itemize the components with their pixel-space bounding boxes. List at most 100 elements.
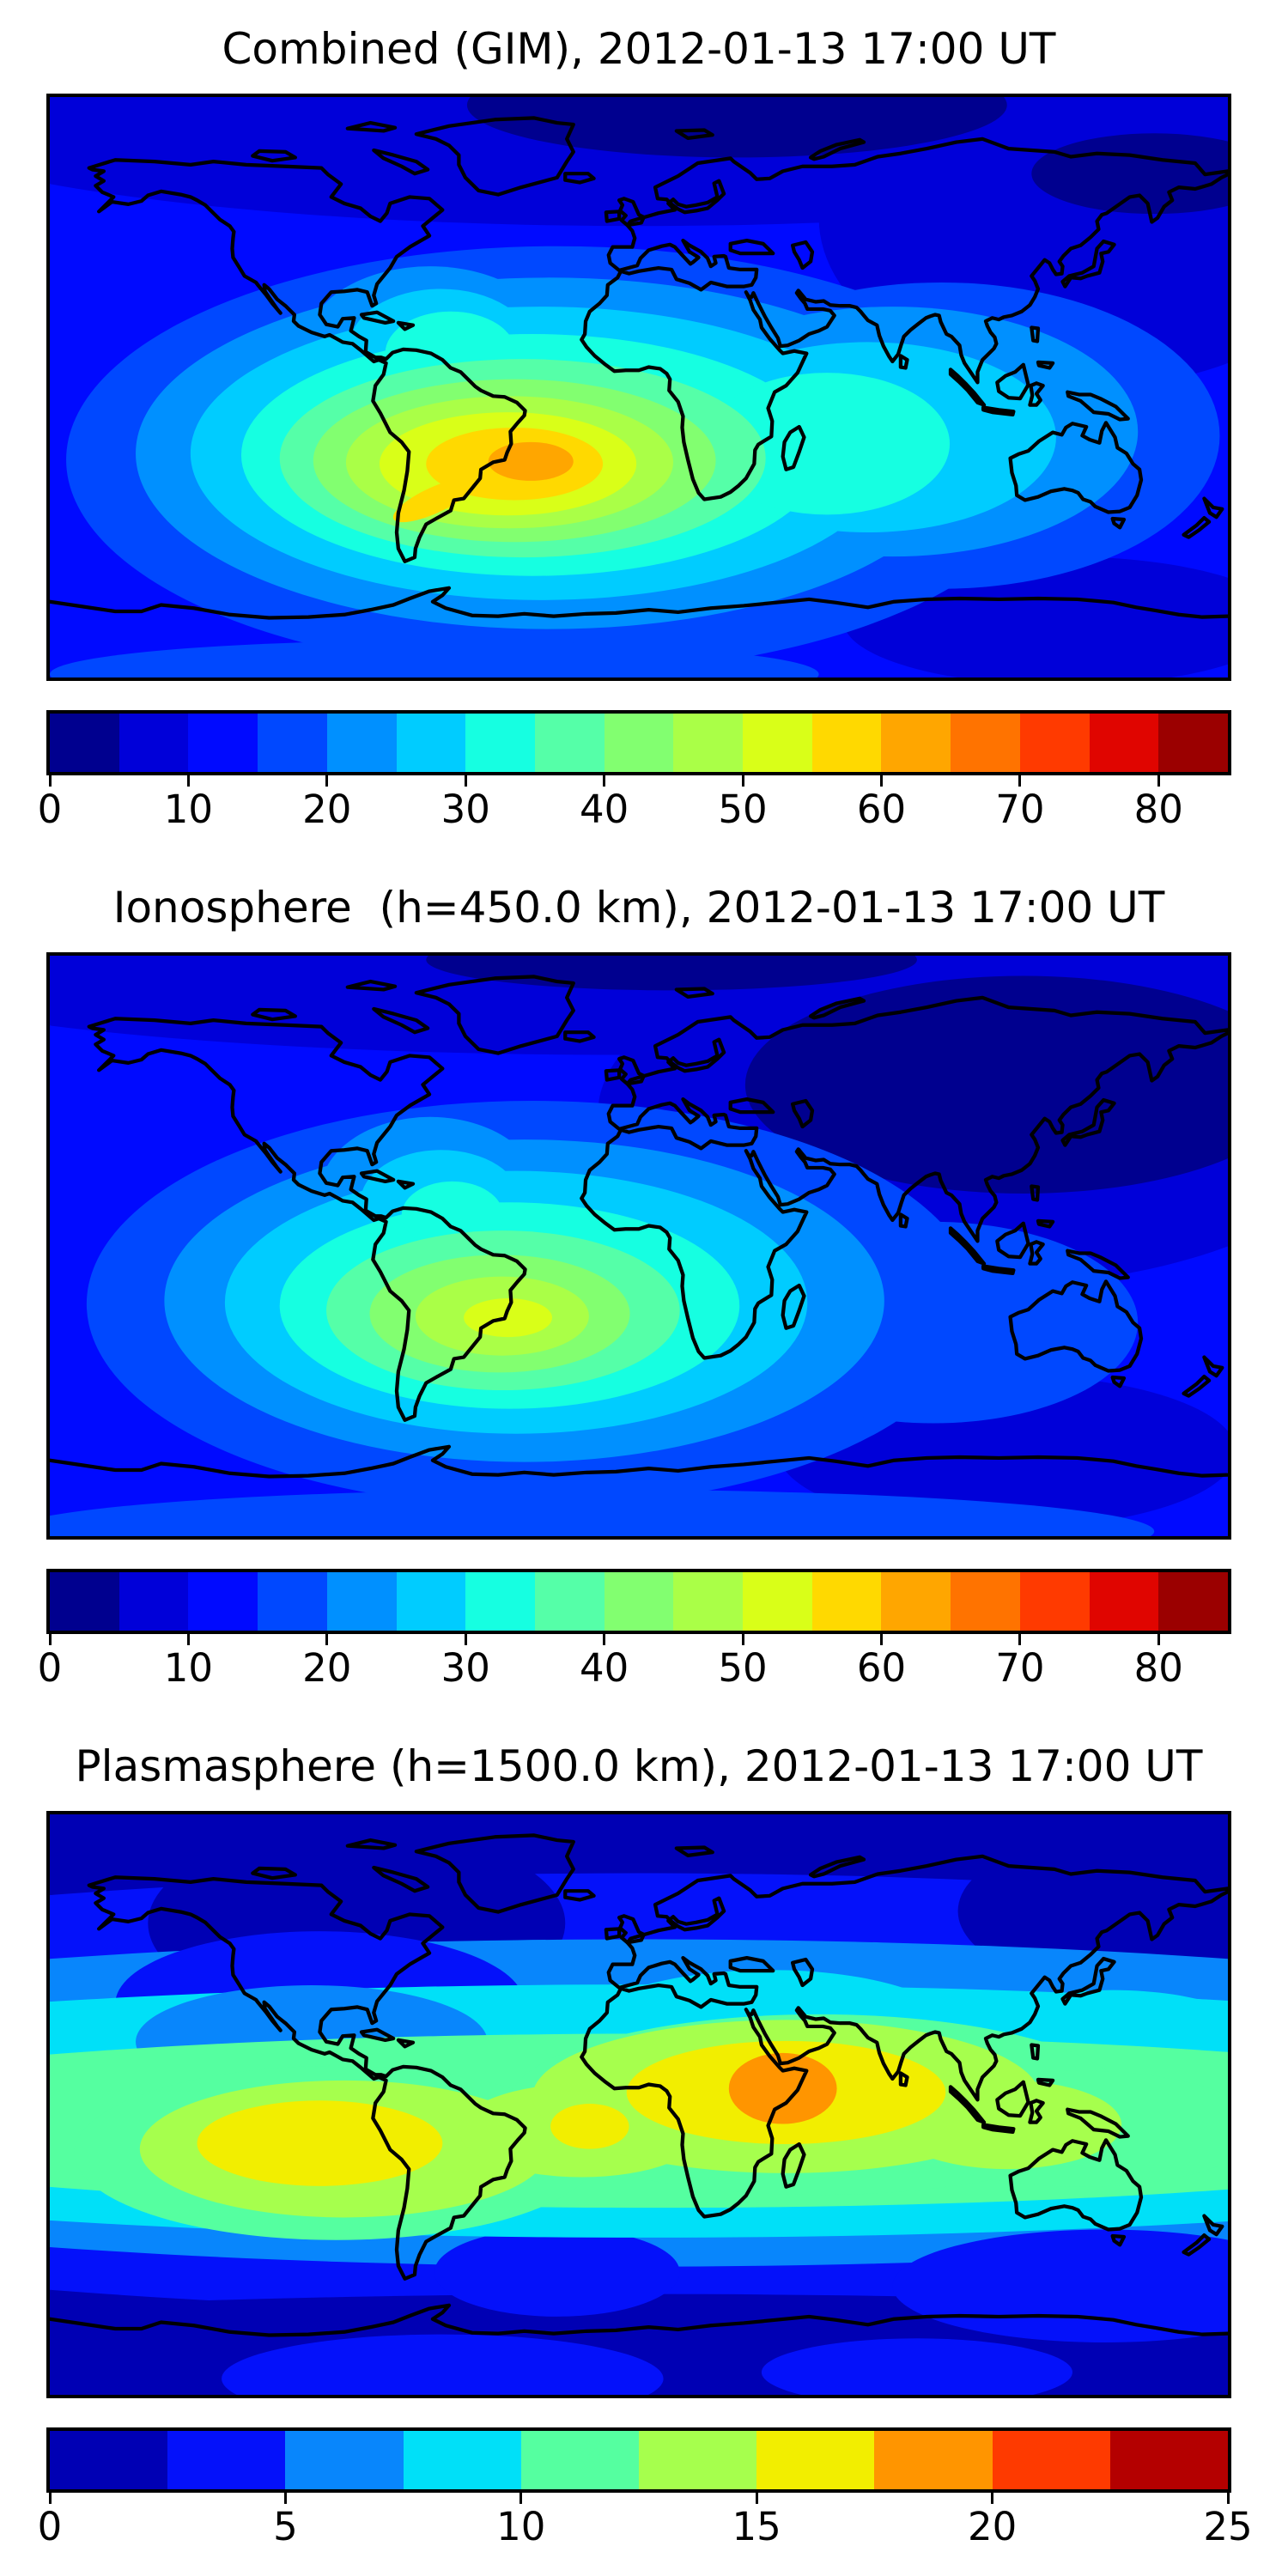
coast-nz-north bbox=[1202, 496, 1224, 519]
colorbar-tick bbox=[1226, 2493, 1230, 2504]
colorbar-segment bbox=[951, 1572, 1020, 1631]
coast-java bbox=[981, 1264, 1016, 1276]
coast-nz-south bbox=[1182, 1374, 1212, 1398]
colorbar-tick bbox=[283, 2493, 287, 2504]
colorbar-tick-label: 40 bbox=[580, 787, 629, 832]
coast-australia bbox=[1008, 1279, 1144, 1373]
colorbar-segment bbox=[188, 1572, 258, 1631]
colorbar-segment bbox=[604, 714, 674, 772]
colorbar-segment bbox=[811, 714, 882, 772]
colorbar-tick bbox=[464, 775, 467, 787]
coast-eurasia-africa bbox=[580, 137, 1228, 501]
colorbar-tick bbox=[603, 1634, 606, 1645]
colorbar-segment bbox=[403, 2431, 521, 2489]
coast-tasmania bbox=[1110, 2233, 1127, 2247]
colorbar-tick bbox=[1018, 775, 1022, 787]
colorbar-segment bbox=[326, 714, 397, 772]
colorbar-segment bbox=[881, 1572, 951, 1631]
coast-sri-lanka bbox=[898, 1212, 909, 1229]
colorbar-segment bbox=[118, 714, 189, 772]
coast-luzon bbox=[1030, 325, 1041, 343]
coast-luzon bbox=[1030, 1184, 1041, 1202]
colorbar-tick bbox=[186, 1634, 190, 1645]
colorbar-segment bbox=[326, 1572, 397, 1631]
coast-novaya-zemlya bbox=[808, 1855, 866, 1879]
colorbar-tick bbox=[48, 2493, 52, 2504]
coast-sri-lanka bbox=[898, 354, 909, 370]
colorbar-tick bbox=[755, 2493, 758, 2504]
colorbar-tick-label: 20 bbox=[967, 2504, 1018, 2549]
colorbar-tick-label: 80 bbox=[1133, 787, 1183, 832]
coast-black-sea bbox=[728, 1956, 775, 1973]
coastlines-layer bbox=[50, 1833, 1228, 2337]
coast-cuba bbox=[359, 310, 396, 325]
coast-novaya-zemlya bbox=[808, 137, 866, 161]
colorbar-tick bbox=[48, 775, 52, 787]
colorbar-axis-ionosphere: 0 10 20 30 40 50 60 70 80 bbox=[38, 1634, 1228, 1707]
colorbar-segment bbox=[992, 2431, 1110, 2489]
coast-ellesmere bbox=[345, 120, 398, 133]
colorbar-tick-label: 10 bbox=[496, 2504, 546, 2549]
coast-hispaniola bbox=[396, 320, 416, 331]
coast-greenland bbox=[414, 975, 575, 1055]
coast-cuba bbox=[359, 2027, 396, 2043]
coast-sumatra bbox=[948, 1226, 987, 1266]
colorbar-segment bbox=[673, 714, 744, 772]
coast-nz-north bbox=[1202, 2214, 1224, 2237]
coast-sulawesi bbox=[1028, 381, 1045, 407]
colorbar-tick bbox=[741, 1634, 744, 1645]
panel-title: Ionosphere (h=450.0 km), 2012-01-13 17:0… bbox=[112, 883, 1165, 933]
colorbar-tick-label: 50 bbox=[718, 1645, 768, 1691]
colorbar-tick bbox=[1157, 775, 1160, 787]
coast-victoria-island bbox=[251, 149, 297, 163]
coast-uk bbox=[617, 1914, 646, 1945]
colorbar-tick-label: 30 bbox=[440, 787, 490, 832]
coast-australia bbox=[1008, 2138, 1144, 2232]
colorbar-segment bbox=[874, 2431, 993, 2489]
colorbar-segment bbox=[396, 1572, 466, 1631]
coast-svalbard bbox=[674, 128, 714, 140]
coast-new-guinea bbox=[1066, 390, 1130, 422]
coast-sri-lanka bbox=[898, 2071, 909, 2087]
colorbar-segment bbox=[258, 1572, 327, 1631]
coast-new-guinea bbox=[1066, 2107, 1130, 2139]
coast-americas bbox=[87, 1875, 527, 2281]
coast-black-sea bbox=[728, 239, 775, 256]
colorbar-tick bbox=[325, 1634, 329, 1645]
coast-svalbard bbox=[674, 987, 714, 999]
colorbar-tick bbox=[879, 775, 883, 787]
coast-novaya-zemlya bbox=[808, 996, 866, 1020]
contour-map-svg bbox=[50, 1814, 1228, 2395]
coast-antarctica bbox=[50, 2303, 1228, 2337]
coast-luzon bbox=[1030, 2043, 1041, 2061]
coast-ireland bbox=[604, 210, 622, 223]
contour-map-svg bbox=[50, 97, 1228, 677]
contour-fill-layer bbox=[50, 1814, 1228, 2395]
colorbar-tick-label: 10 bbox=[163, 787, 214, 832]
colorbar-combined bbox=[46, 710, 1231, 775]
coast-baffin bbox=[372, 148, 430, 176]
coast-nz-north bbox=[1202, 1355, 1224, 1378]
contour-fill-layer bbox=[50, 956, 1228, 1536]
coast-sulawesi bbox=[1028, 1240, 1045, 1266]
colorbar-tick-label: 30 bbox=[440, 1645, 490, 1691]
colorbar-segment bbox=[811, 1572, 882, 1631]
coast-hispaniola bbox=[396, 2038, 416, 2049]
colorbar-segment bbox=[396, 714, 466, 772]
colorbar-tick-label: 0 bbox=[37, 787, 63, 832]
colorbar-segment bbox=[534, 1572, 605, 1631]
coast-uk bbox=[617, 197, 646, 228]
coast-svalbard bbox=[674, 1845, 714, 1857]
coastlines-layer bbox=[50, 116, 1228, 620]
colorbar-tick-label: 50 bbox=[718, 787, 768, 832]
coast-sulawesi bbox=[1028, 2099, 1045, 2124]
coast-new-guinea bbox=[1066, 1249, 1130, 1280]
coast-greenland bbox=[414, 116, 575, 197]
colorbar-segment bbox=[465, 714, 535, 772]
panel-ionosphere: Ionosphere (h=450.0 km), 2012-01-13 17:0… bbox=[0, 859, 1288, 1717]
colorbar-tick-label: 25 bbox=[1203, 2504, 1253, 2549]
colorbar-segment bbox=[1158, 714, 1228, 772]
coast-ireland bbox=[604, 1927, 622, 1941]
colorbar-segment bbox=[639, 2431, 757, 2489]
colorbar-tick-label: 20 bbox=[302, 1645, 352, 1691]
